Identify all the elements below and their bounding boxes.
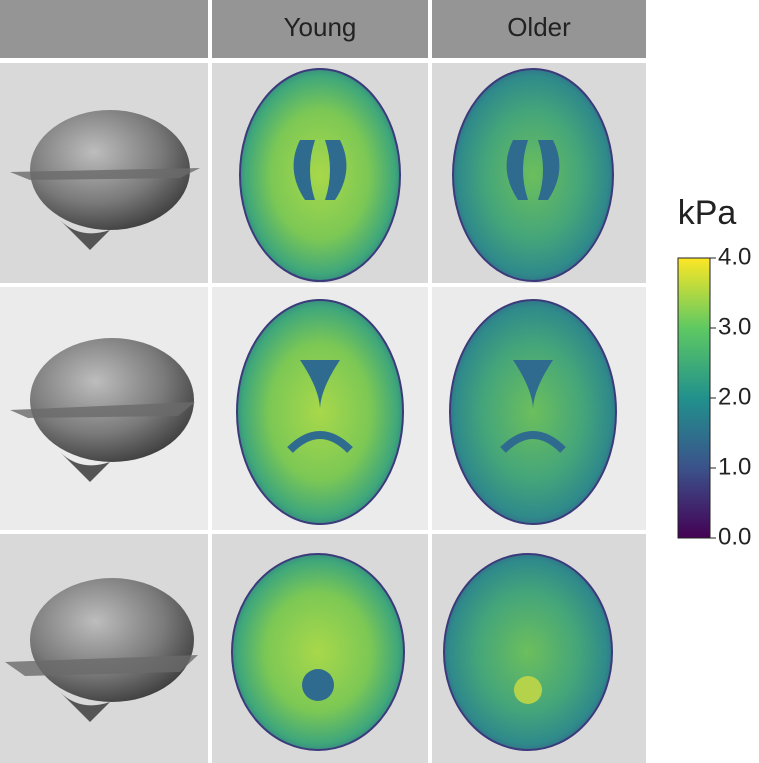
tick-label: 0.0 (718, 523, 751, 550)
column-header: Young (284, 12, 357, 42)
brain-3d (10, 110, 200, 250)
brain-3d (5, 578, 198, 722)
header-cell (432, 0, 646, 58)
column-header: Older (507, 12, 571, 42)
colorbar-title: kPa (678, 194, 737, 232)
colorbar (677, 257, 711, 539)
slice-image (231, 68, 617, 751)
tick-label: 4.0 (718, 243, 751, 270)
tick-label: 1.0 (718, 453, 751, 480)
header-cell (0, 0, 208, 58)
tick-label: 3.0 (718, 313, 751, 340)
header-cell (212, 0, 428, 58)
tick-label: 2.0 (718, 383, 751, 410)
colorbar-ticks: 0.0 1.0 2.0 3.0 4.0 (710, 243, 751, 550)
brain-3d (10, 338, 195, 482)
